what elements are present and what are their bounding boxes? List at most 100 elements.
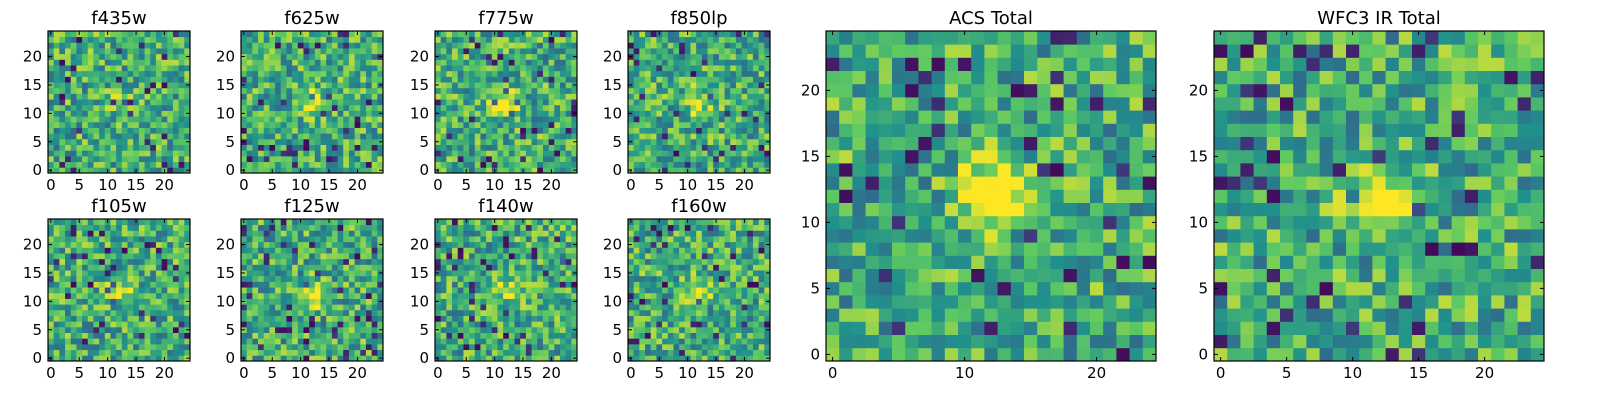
heatmap-cell	[1359, 110, 1373, 124]
heatmap-cell	[155, 304, 162, 311]
heatmap-cell	[144, 253, 151, 260]
heatmap-cell	[1293, 110, 1307, 124]
heatmap-cell	[892, 97, 906, 111]
heatmap-cell	[758, 127, 765, 134]
heatmap-cell	[48, 258, 55, 265]
heatmap-cell	[944, 321, 959, 335]
heatmap-cell	[1103, 83, 1117, 98]
heatmap-cell	[1412, 281, 1426, 296]
heatmap-cell	[269, 82, 276, 89]
heatmap-cell	[133, 349, 140, 356]
heatmap-cell	[452, 99, 459, 106]
heatmap-cell	[463, 161, 470, 168]
heatmap-cell	[314, 281, 321, 288]
heatmap-cell	[87, 298, 94, 305]
heatmap-cell	[286, 93, 293, 100]
heatmap-cell	[707, 161, 714, 168]
heatmap-cell	[724, 53, 731, 60]
heatmap-cell	[735, 31, 742, 38]
heatmap-cell	[87, 59, 94, 66]
heatmap-cell	[360, 343, 367, 351]
heatmap-cell	[138, 241, 145, 248]
heatmap-cell	[491, 87, 498, 94]
heatmap-cell	[133, 99, 140, 106]
heatmap-cell	[343, 321, 350, 328]
heatmap-cell	[1090, 229, 1104, 243]
heatmap-cell	[320, 36, 327, 43]
heatmap-cell	[1280, 163, 1294, 177]
heatmap-cell	[1010, 334, 1025, 349]
heatmap-cell	[559, 82, 567, 89]
heatmap-cell	[286, 326, 293, 333]
heatmap-cell	[275, 48, 282, 55]
heatmap-cell	[639, 155, 646, 163]
heatmap-cell	[1504, 57, 1518, 71]
heatmap-cell	[735, 42, 742, 49]
heatmap-cell	[554, 138, 561, 145]
heatmap-cell	[365, 48, 373, 55]
heatmap-cell	[93, 321, 100, 328]
heatmap-cell	[326, 155, 333, 163]
heatmap-cell	[138, 264, 145, 271]
heatmap-cell	[76, 150, 83, 157]
heatmap-cell	[1024, 176, 1038, 190]
heatmap-cell	[673, 155, 680, 163]
heatmap-cell	[1332, 83, 1347, 98]
heatmap-cell	[70, 93, 77, 100]
heatmap-cell	[155, 287, 162, 294]
heatmap-cell	[497, 42, 504, 49]
heatmap-cell	[758, 87, 765, 94]
heatmap-cell	[337, 48, 344, 55]
heatmap-cell	[1227, 149, 1241, 164]
heatmap-cell	[172, 110, 180, 117]
heatmap-cell	[684, 36, 691, 43]
heatmap-cell	[275, 99, 282, 106]
heatmap-cell	[320, 144, 327, 151]
heatmap-cell	[480, 36, 487, 43]
heatmap-cell	[87, 287, 94, 294]
heatmap-cell	[76, 236, 83, 243]
heatmap-cell	[713, 99, 720, 106]
heatmap-cell	[70, 258, 77, 265]
heatmap-cell	[121, 270, 128, 277]
heatmap-cell	[144, 241, 151, 248]
heatmap-cell	[331, 332, 338, 339]
heatmap-cell	[1293, 281, 1307, 296]
heatmap-cell	[53, 48, 60, 55]
heatmap-cell	[1214, 347, 1228, 362]
heatmap-cell	[1266, 44, 1281, 58]
heatmap-cell	[707, 59, 714, 66]
heatmap-cell	[1037, 255, 1051, 269]
heatmap-cell	[184, 144, 191, 151]
heatmap-cell	[741, 59, 748, 66]
heatmap-cell	[1412, 255, 1426, 269]
heatmap-cell	[133, 87, 140, 94]
heatmap-cell	[463, 155, 470, 163]
heatmap-cell	[1385, 57, 1400, 71]
heatmap-cell	[656, 110, 663, 117]
heatmap-cell	[53, 59, 60, 66]
heatmap-cell	[65, 253, 72, 260]
heatmap-cell	[331, 155, 338, 163]
heatmap-cell	[958, 123, 972, 137]
heatmap-cell	[371, 332, 378, 339]
heatmap-cell	[1010, 176, 1025, 190]
heatmap-cell	[701, 121, 708, 128]
heatmap-cell	[365, 343, 373, 351]
heatmap-cell	[628, 121, 635, 128]
heatmap-cell	[263, 31, 270, 38]
heatmap-cell	[48, 155, 55, 163]
heatmap-cell	[747, 167, 754, 174]
heatmap-cell	[1240, 136, 1254, 151]
heatmap-cell	[320, 76, 327, 83]
heatmap-cell	[542, 155, 549, 163]
heatmap-cell	[452, 82, 459, 89]
heatmap-cell	[741, 144, 748, 151]
heatmap-cell	[252, 110, 259, 117]
heatmap-cell	[269, 321, 276, 328]
heatmap-cell	[696, 36, 703, 43]
heatmap-cell	[241, 343, 248, 351]
heatmap-cell	[280, 150, 287, 157]
heatmap-cell	[360, 332, 367, 339]
